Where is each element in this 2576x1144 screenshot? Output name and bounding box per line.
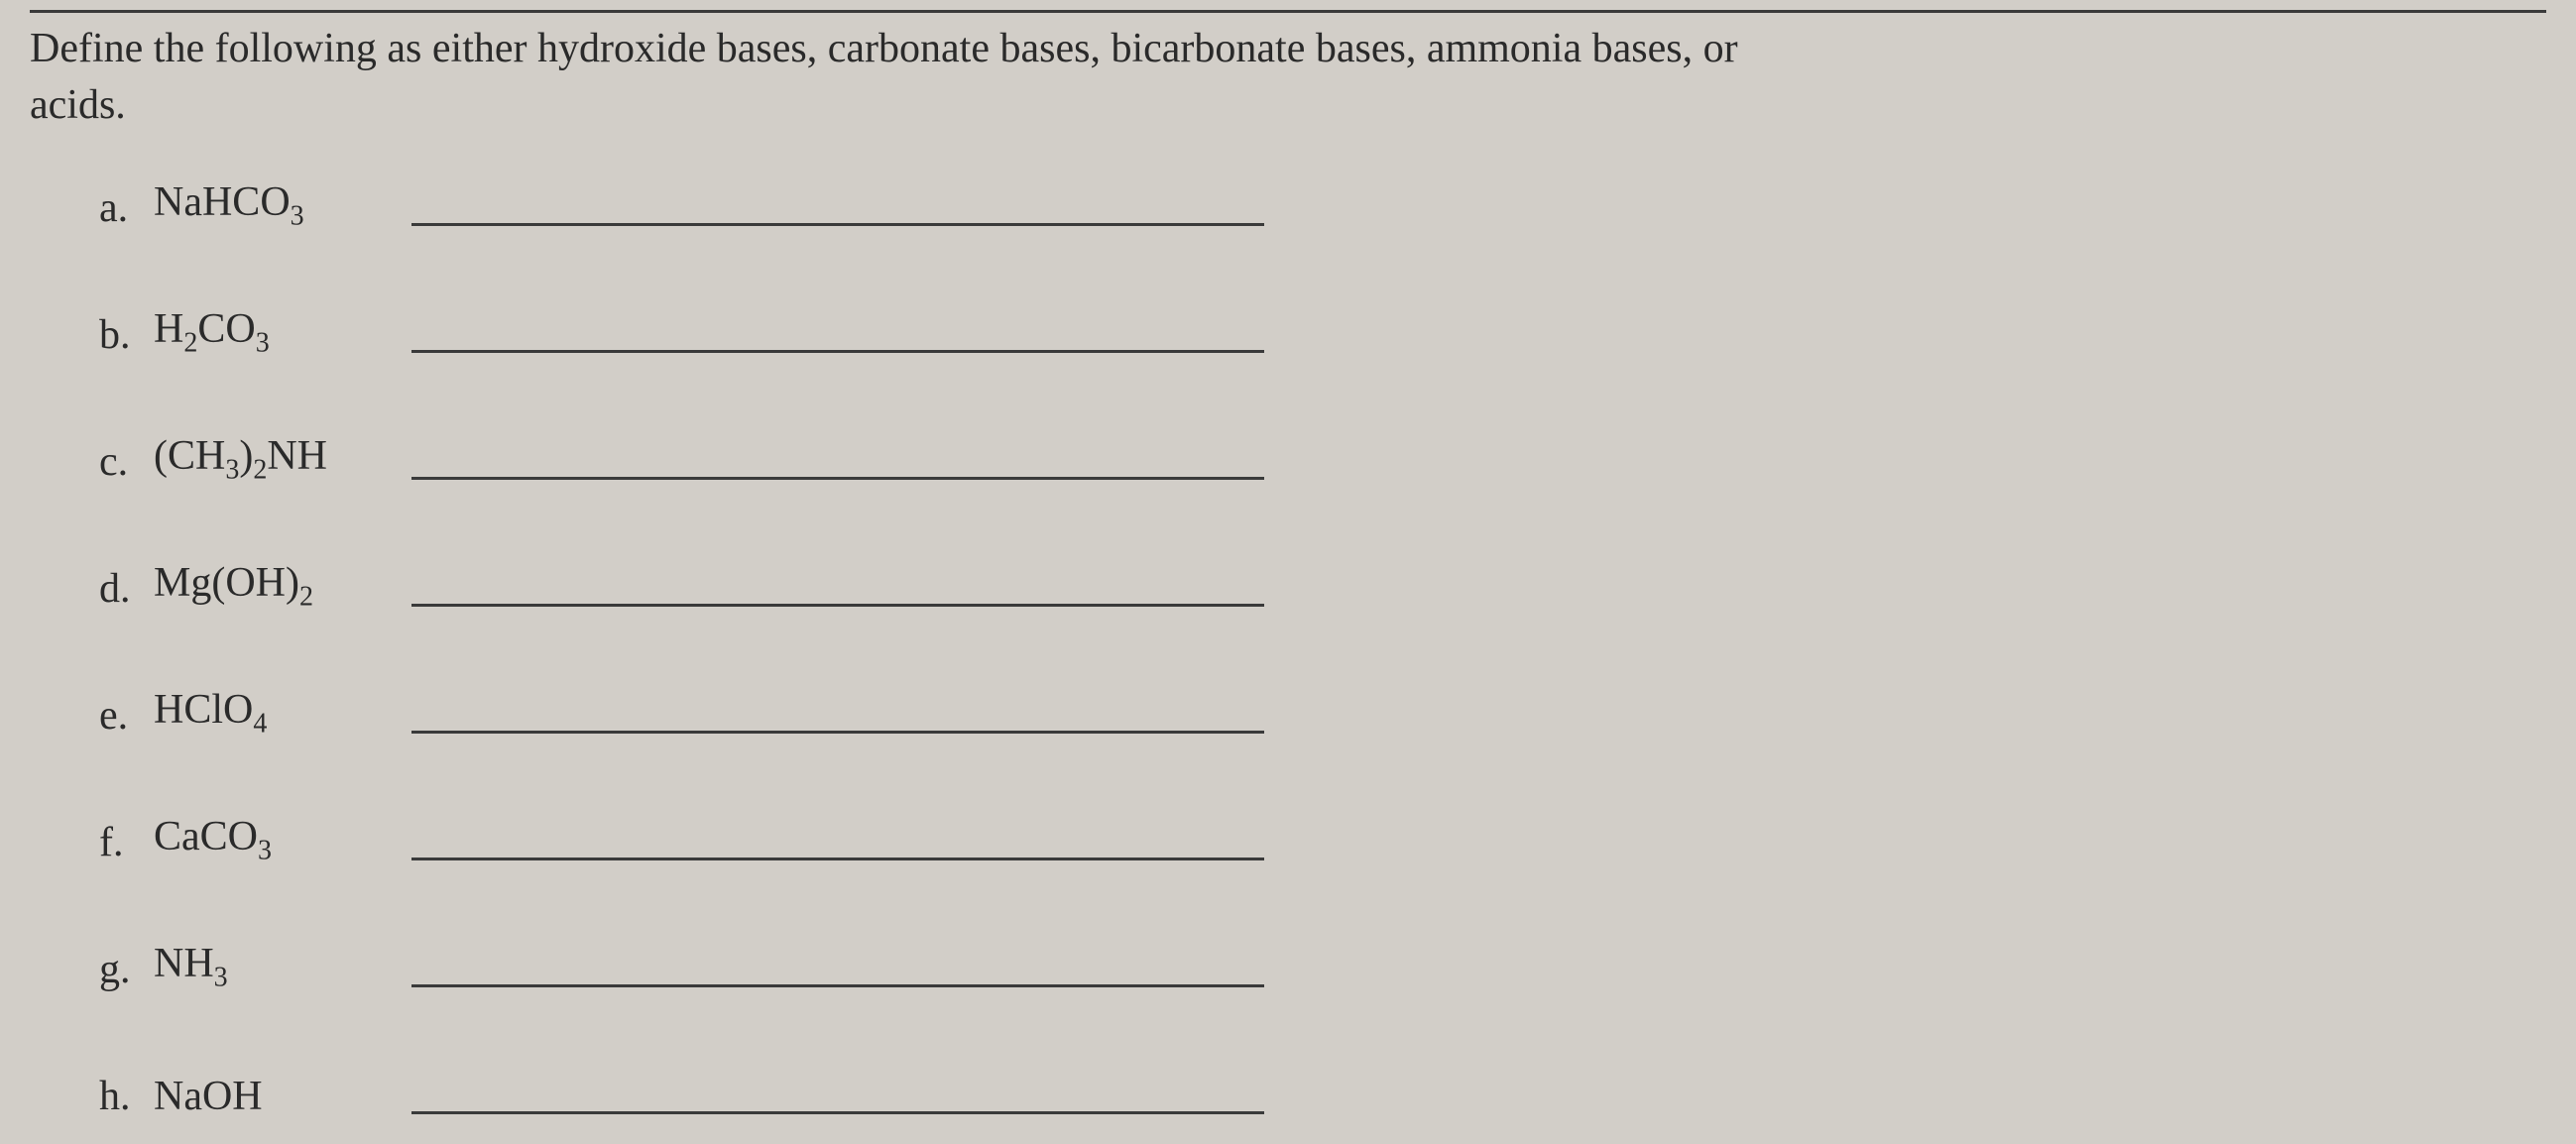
answer-blank[interactable] (411, 350, 1264, 353)
item-row: d.Mg(OH)2 (99, 553, 2546, 613)
item-formula: H2CO3 (154, 305, 411, 359)
answer-blank[interactable] (411, 223, 1264, 226)
item-letter: h. (99, 1073, 154, 1120)
item-letter: g. (99, 946, 154, 993)
question-prompt: Define the following as either hydroxide… (30, 21, 2546, 133)
item-row: g.NH3 (99, 934, 2546, 993)
item-letter: e. (99, 692, 154, 740)
question-line-2: acids. (30, 82, 126, 128)
item-row: a.NaHCO3 (99, 172, 2546, 232)
item-letter: f. (99, 819, 154, 866)
top-rule (30, 10, 2546, 13)
answer-blank[interactable] (411, 604, 1264, 607)
answer-blank[interactable] (411, 984, 1264, 987)
answer-blank[interactable] (411, 477, 1264, 480)
worksheet-page: Define the following as either hydroxide… (0, 0, 2576, 1144)
item-row: e.HClO4 (99, 680, 2546, 740)
item-formula: NH3 (154, 940, 411, 993)
item-row: h.NaOH (99, 1061, 2546, 1120)
question-line-1: Define the following as either hydroxide… (30, 26, 1738, 71)
item-letter: d. (99, 565, 154, 613)
item-letter: c. (99, 438, 154, 486)
item-row: b.H2CO3 (99, 299, 2546, 359)
item-row: c.(CH3)2NH (99, 426, 2546, 486)
item-formula: HClO4 (154, 686, 411, 740)
item-formula: NaOH (154, 1073, 411, 1120)
item-formula: CaCO3 (154, 813, 411, 866)
item-formula: Mg(OH)2 (154, 559, 411, 613)
item-formula: (CH3)2NH (154, 432, 411, 486)
item-letter: b. (99, 311, 154, 359)
answer-blank[interactable] (411, 1111, 1264, 1114)
item-formula: NaHCO3 (154, 178, 411, 232)
items-list: a.NaHCO3 b.H2CO3 c.(CH3)2NH d.Mg(OH)2 e.HClO… (30, 172, 2546, 1120)
item-row: f.CaCO3 (99, 807, 2546, 866)
answer-blank[interactable] (411, 858, 1264, 860)
answer-blank[interactable] (411, 731, 1264, 734)
item-letter: a. (99, 184, 154, 232)
